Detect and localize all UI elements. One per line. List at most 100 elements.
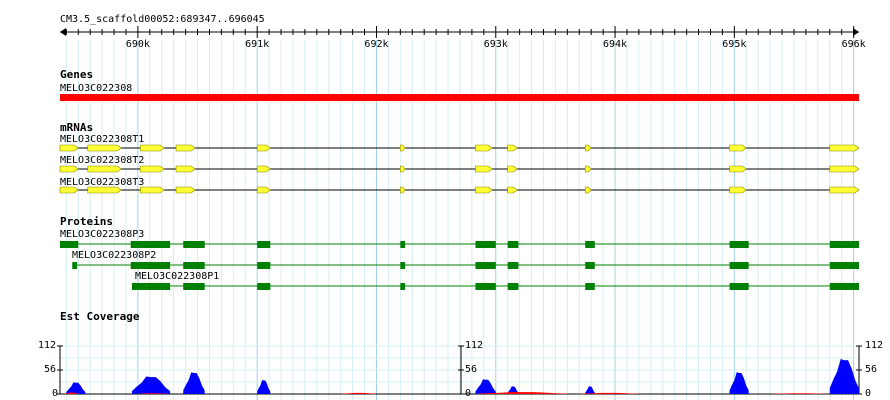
protein-block[interactable]	[400, 283, 406, 290]
mrna-exon[interactable]	[400, 165, 406, 173]
mrna-exon[interactable]	[87, 186, 122, 194]
protein-block[interactable]	[130, 241, 171, 248]
est-coverage-peak-red	[137, 393, 168, 394]
protein-block[interactable]	[257, 283, 271, 290]
mrna-exon[interactable]	[175, 144, 196, 152]
protein-block[interactable]	[60, 241, 79, 248]
mrna-exon[interactable]	[475, 165, 493, 173]
protein-block[interactable]	[183, 262, 205, 269]
location-label: CM3.5_scaffold00052:689347..696045	[60, 14, 265, 25]
mrna-exon[interactable]	[729, 144, 747, 152]
ruler-right-arrow[interactable]	[853, 28, 859, 36]
mrna-label-t1[interactable]: MELO3C022308T1	[60, 134, 145, 145]
est-coverage-peak-red	[65, 392, 79, 394]
mrna-exon[interactable]	[59, 186, 79, 194]
est-scale-max-left: 112	[38, 340, 57, 351]
protein-label-p3[interactable]: MELO3C022308P3	[60, 229, 145, 240]
mrna-exon[interactable]	[400, 144, 406, 152]
mrna-exon[interactable]	[584, 144, 592, 152]
mrna-exon[interactable]	[475, 186, 493, 194]
est-coverage-peak-blue	[66, 382, 86, 394]
est-coverage-peak-red	[477, 392, 568, 394]
mrna-exon[interactable]	[256, 144, 271, 152]
mrna-exon[interactable]	[584, 186, 592, 194]
est-coverage-peak-red	[770, 393, 830, 394]
est-track-title: Est Coverage	[60, 310, 140, 323]
mrna-exon[interactable]	[175, 186, 196, 194]
ruler-tick-label: 696k	[842, 39, 866, 50]
est-coverage-peak-blue	[131, 376, 171, 394]
mrna-exon[interactable]	[729, 165, 747, 173]
est-coverage-peak-blue	[585, 386, 595, 394]
protein-block[interactable]	[507, 262, 519, 269]
est-coverage-peak-red	[340, 392, 377, 394]
protein-block[interactable]	[400, 241, 406, 248]
ruler-left-arrow[interactable]	[60, 28, 66, 36]
mrna-label-t3[interactable]: MELO3C022308T3	[60, 177, 145, 188]
est-scale-mid-right: 56	[865, 364, 878, 375]
mrnas-track-title: mRNAs	[60, 121, 94, 134]
gene-bar[interactable]	[60, 94, 859, 101]
protein-block[interactable]	[585, 241, 595, 248]
est-scale-mid-left: 56	[44, 364, 57, 375]
protein-block[interactable]	[475, 262, 496, 269]
protein-block[interactable]	[130, 262, 171, 269]
mrna-exon[interactable]	[507, 144, 518, 152]
mrna-exon[interactable]	[584, 165, 592, 173]
protein-block[interactable]	[585, 262, 595, 269]
mrna-exon[interactable]	[87, 144, 122, 152]
mrna-exon[interactable]	[175, 165, 196, 173]
est-coverage-peak-red	[579, 392, 639, 394]
protein-block[interactable]	[585, 283, 595, 290]
mrna-exon[interactable]	[829, 144, 860, 152]
mrna-exon[interactable]	[400, 186, 406, 194]
ruler-tick-label: 691k	[245, 39, 269, 50]
est-scale-max-center: 112	[465, 340, 484, 351]
protein-block[interactable]	[475, 283, 496, 290]
mrna-exon[interactable]	[59, 165, 79, 173]
protein-block[interactable]	[257, 262, 271, 269]
protein-block[interactable]	[257, 241, 271, 248]
protein-block[interactable]	[507, 283, 519, 290]
mrna-exon[interactable]	[139, 144, 165, 152]
protein-block[interactable]	[183, 241, 205, 248]
protein-block[interactable]	[475, 241, 496, 248]
protein-block[interactable]	[729, 262, 749, 269]
protein-block[interactable]	[829, 283, 859, 290]
ruler-tick-label: 692k	[364, 39, 388, 50]
mrna-exon[interactable]	[829, 186, 860, 194]
est-coverage-peak-blue	[257, 380, 271, 394]
protein-block[interactable]	[400, 262, 406, 269]
protein-label-p1[interactable]: MELO3C022308P1	[135, 271, 220, 282]
mrna-exon[interactable]	[729, 186, 747, 194]
ruler-tick-label: 695k	[722, 39, 746, 50]
mrna-exon[interactable]	[507, 165, 518, 173]
gene-label[interactable]: MELO3C022308	[60, 83, 133, 94]
mrna-exon[interactable]	[256, 165, 271, 173]
protein-block[interactable]	[829, 241, 859, 248]
mrna-exon[interactable]	[139, 186, 165, 194]
mrna-exon[interactable]	[87, 165, 122, 173]
mrna-exon[interactable]	[475, 144, 493, 152]
protein-block[interactable]	[131, 283, 171, 290]
est-coverage-peak-blue	[829, 359, 859, 394]
protein-label-p2[interactable]: MELO3C022308P2	[72, 250, 157, 261]
est-scale-zero-right: 0	[865, 388, 872, 399]
protein-block[interactable]	[72, 262, 78, 269]
mrna-exon[interactable]	[59, 144, 79, 152]
est-coverage-peak-blue	[183, 372, 205, 394]
protein-block[interactable]	[183, 283, 205, 290]
mrna-exon[interactable]	[256, 186, 271, 194]
mrna-exon[interactable]	[829, 165, 860, 173]
protein-block[interactable]	[729, 283, 749, 290]
ruler-tick-label: 690k	[126, 39, 150, 50]
mrna-exon[interactable]	[507, 186, 518, 194]
mrna-exon[interactable]	[139, 165, 165, 173]
est-scale-max-right: 112	[865, 340, 884, 351]
protein-block[interactable]	[829, 262, 859, 269]
mrna-label-t2[interactable]: MELO3C022308T2	[60, 155, 145, 166]
protein-block[interactable]	[507, 241, 519, 248]
proteins-track-title: Proteins	[60, 215, 113, 228]
protein-block[interactable]	[729, 241, 749, 248]
